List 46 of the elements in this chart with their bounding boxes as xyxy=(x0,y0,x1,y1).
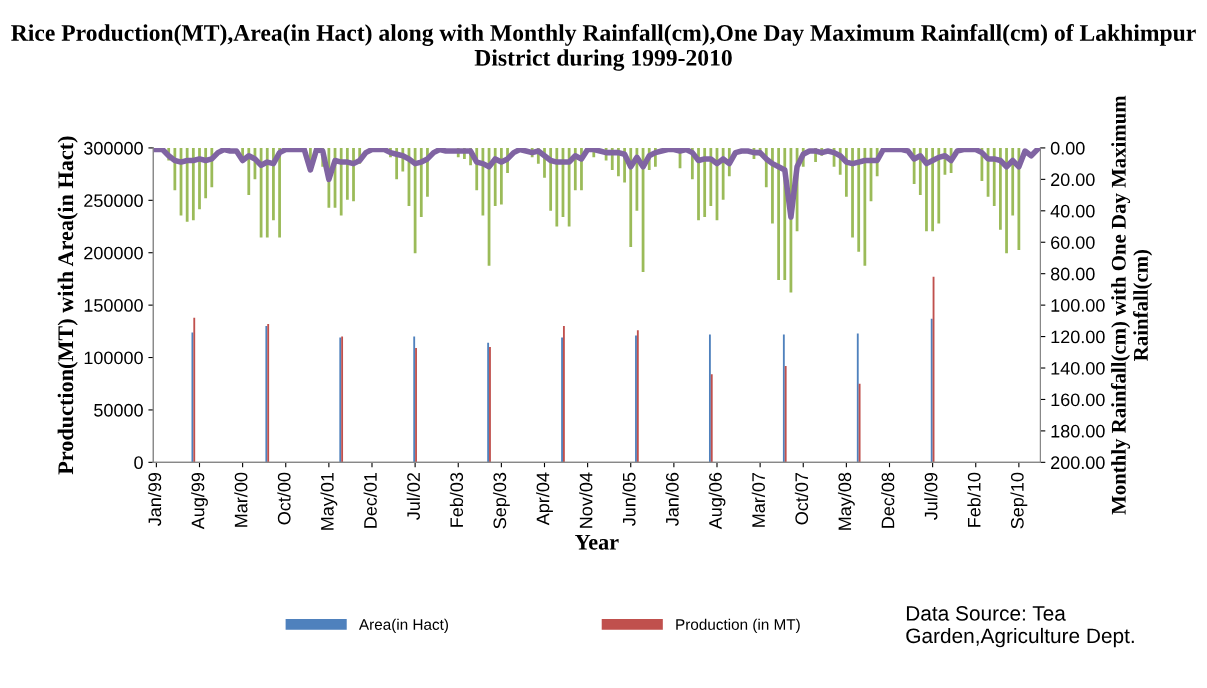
y2-tick-label: 140.00 xyxy=(1051,361,1105,375)
legend-label: Production (in MT) xyxy=(676,618,800,633)
x-tick-label: Mar/00 xyxy=(234,472,248,527)
x-tick-label: Jan/06 xyxy=(665,472,679,526)
x-tick-label: Jan/99 xyxy=(147,472,162,526)
x-tick-label: Oct/00 xyxy=(277,472,291,525)
x-tick-label: Feb/10 xyxy=(967,472,981,527)
x-tick-label: Sep/10 xyxy=(1010,472,1028,529)
x-axis-title: Year xyxy=(575,534,619,550)
x-tick-label: May/01 xyxy=(320,472,338,530)
source-note: Data Source: Tea Garden,Agriculture Dept. xyxy=(906,605,1134,648)
y-axis-title: Production(MT) with Area(in Hact) xyxy=(57,136,78,475)
x-tick-label: Aug/99 xyxy=(191,472,208,530)
x-tick-label: Aug/06 xyxy=(708,472,726,530)
x-tick-label: Dec/08 xyxy=(881,472,895,528)
y-tick-label: 150000 xyxy=(84,299,143,312)
y2-tick-label: 160.00 xyxy=(1051,393,1105,407)
y2-tick-label: 80.00 xyxy=(1050,267,1095,281)
y2-tick-label: 60.00 xyxy=(1051,236,1095,249)
x-tick-label: Sep/03 xyxy=(492,472,510,529)
x-tick-label: Oct/07 xyxy=(794,472,809,525)
y2-tick-label: 200.00 xyxy=(1051,456,1105,470)
chart-title: Rice Production(MT),Area(in Hact) along with Monthly Rainfall(cm),One Day Maximum Rainfall(cm) of Lakhimpur District during 1999-2010 xyxy=(11,24,1196,71)
x-tick-label: May/08 xyxy=(837,472,855,530)
x-tick-label: Feb/03 xyxy=(449,472,464,527)
y-tick-label: 0 xyxy=(134,456,143,470)
x-tick-label: Dec/01 xyxy=(363,472,377,528)
y-tick-label: 250000 xyxy=(84,194,143,208)
x-tick-label: Jul/02 xyxy=(406,472,420,520)
x-tick-label: Mar/07 xyxy=(751,472,765,527)
y2-tick-label: 20.00 xyxy=(1051,173,1095,187)
y-tick-label: 100000 xyxy=(84,351,143,365)
y-tick-label: 300000 xyxy=(84,141,143,155)
x-tick-label: Nov/04 xyxy=(579,472,593,528)
y2-tick-label: 100.00 xyxy=(1051,299,1105,312)
y2-tick-label: 180.00 xyxy=(1051,424,1105,438)
x-tick-label: Apr/04 xyxy=(536,472,553,526)
y2-tick-label: 40.00 xyxy=(1050,204,1095,218)
x-tick-label: Jul/09 xyxy=(924,472,938,520)
legend-label: Area(in Hact) xyxy=(358,618,448,633)
y2-axis-title: Monthly Rainfall(cm) with One Day Maximum Rainfall(cm) xyxy=(1110,95,1153,515)
y2-tick-label: 0.00 xyxy=(1050,141,1085,155)
x-tick-label: Jun/05 xyxy=(622,472,636,526)
y-tick-label: 200000 xyxy=(84,246,143,260)
y-tick-label: 50000 xyxy=(94,403,143,417)
y2-tick-label: 120.00 xyxy=(1051,330,1105,344)
